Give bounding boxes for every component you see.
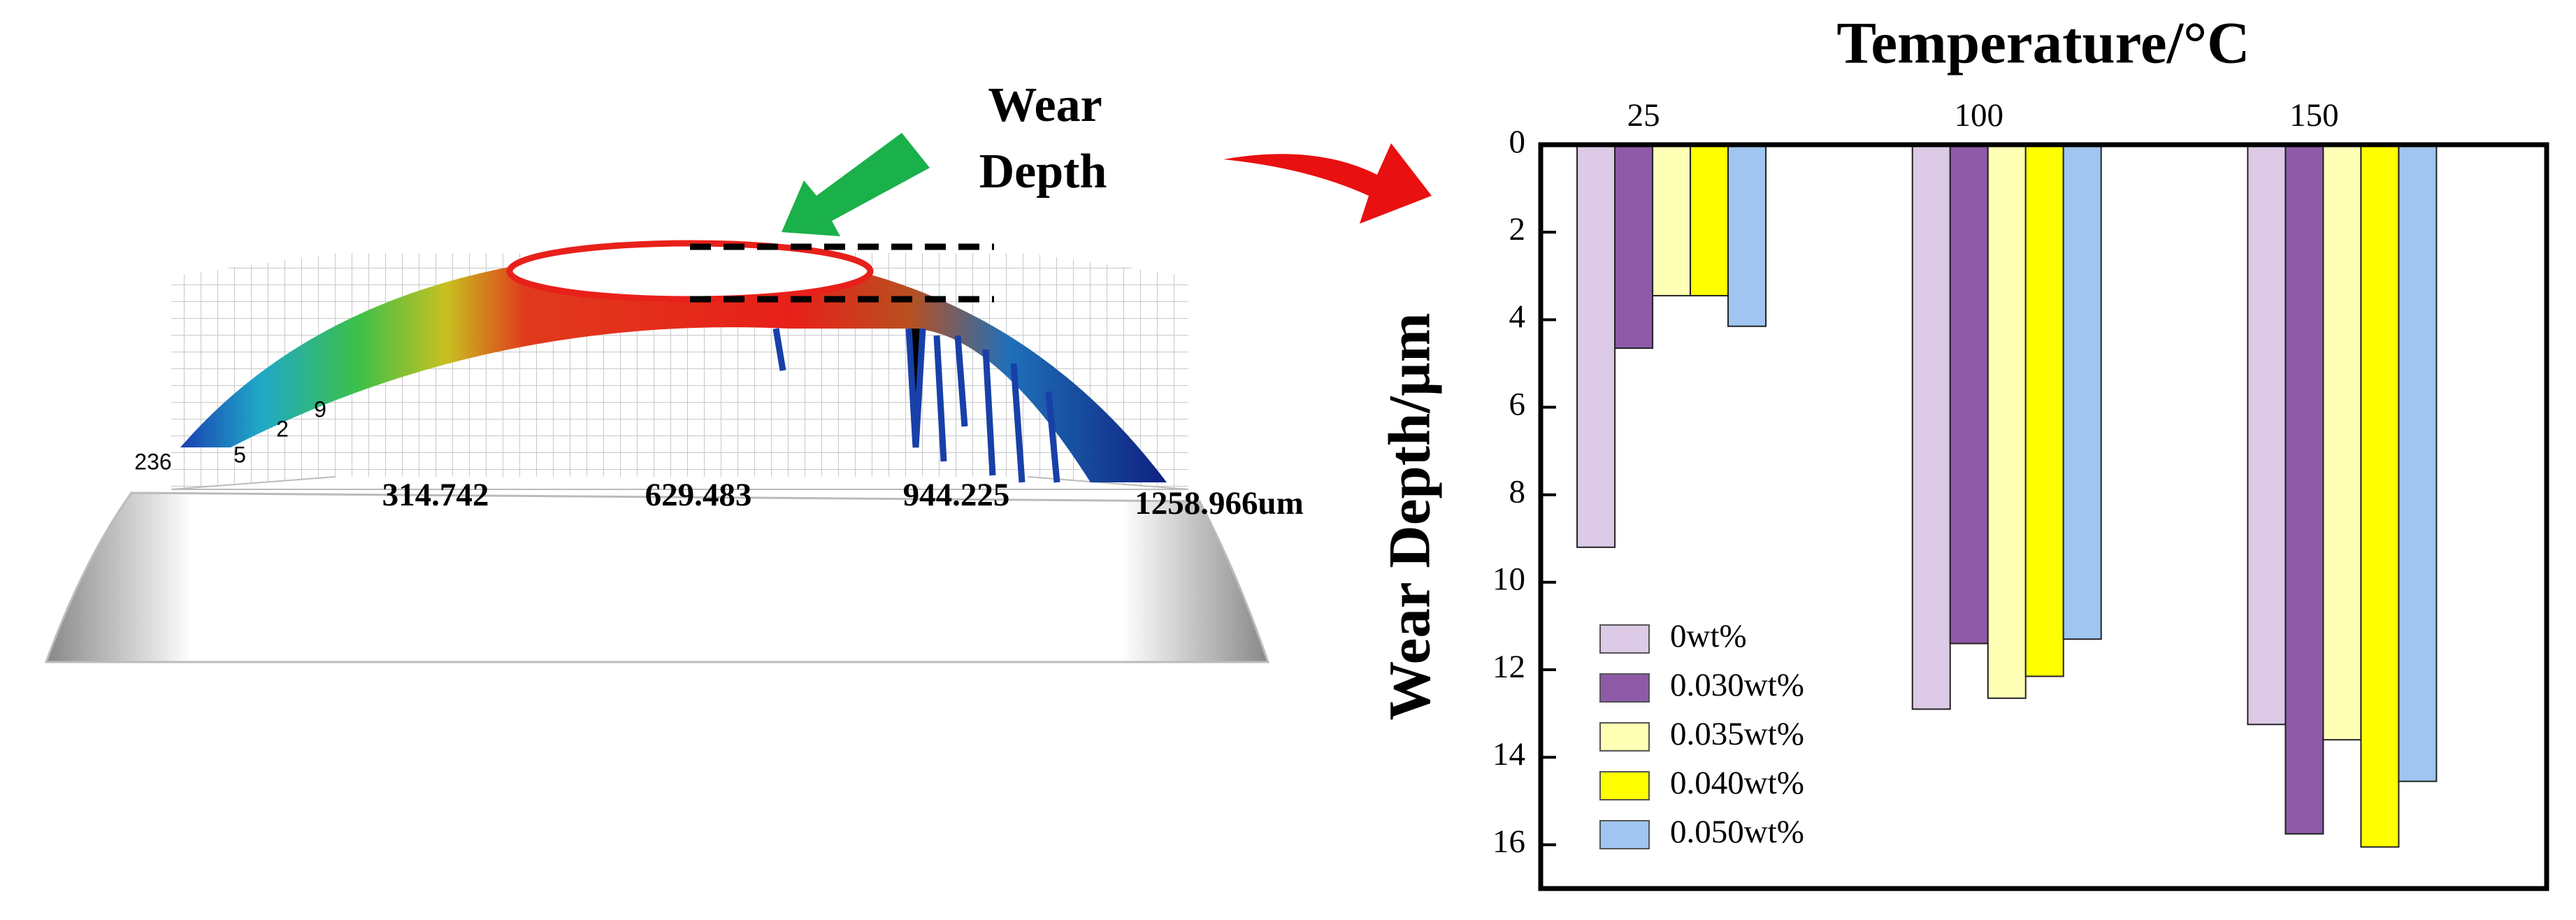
surface-x-label: 629.483	[645, 477, 752, 513]
bar	[1911, 144, 1951, 710]
wear-surface	[180, 250, 1167, 482]
chart-title: Temperature/°C	[1836, 10, 2250, 76]
bar	[1987, 144, 2027, 699]
annotation: Wear	[988, 78, 1102, 132]
annotation: Depth	[979, 145, 1107, 199]
y-tick-label: 14	[1492, 736, 1525, 772]
depth-lines	[690, 243, 994, 303]
bar	[2062, 144, 2102, 640]
y-tick-label: 4	[1509, 299, 1526, 335]
bar	[2360, 144, 2400, 848]
bar	[2024, 144, 2064, 677]
legend-label: 0.050wt%	[1670, 814, 1804, 850]
surface-y-label: 5	[233, 442, 246, 467]
legend-label: 0wt%	[1670, 618, 1747, 654]
bar	[1576, 144, 1616, 548]
legend-swatch	[1599, 624, 1650, 654]
bar	[2322, 144, 2362, 741]
surface-panel: Wear Depth 314.742 629.483 944.225 1258.…	[44, 78, 1432, 663]
green-arrow	[782, 133, 930, 236]
y-tick-label: 8	[1509, 473, 1526, 510]
bar	[2398, 144, 2438, 782]
x-tick-label: 100	[1954, 97, 2003, 134]
y-tick-label: 16	[1492, 824, 1525, 860]
bar	[2284, 144, 2324, 835]
bar	[1652, 144, 1692, 296]
y-tick-label: 0	[1509, 124, 1526, 160]
y-tick-label: 2	[1509, 211, 1526, 247]
y-tick-label: 6	[1509, 386, 1526, 422]
legend-swatch	[1599, 771, 1650, 800]
bar	[1614, 144, 1654, 350]
plot-frame	[1538, 142, 2549, 891]
y-axis-label: Wear Depth/µm	[1377, 312, 1443, 720]
bar	[1727, 144, 1767, 327]
surface-x-label: 1258.966um	[1135, 485, 1304, 522]
x-tick-label: 25	[1627, 97, 1660, 134]
y-tick-label: 12	[1492, 649, 1525, 685]
surface-y-label: 2	[276, 416, 289, 441]
legend-label: 0.035wt%	[1670, 716, 1804, 752]
surface-spikes	[772, 328, 1060, 483]
x-tick-label: 150	[2289, 97, 2339, 134]
surface-y-label: 9	[314, 396, 326, 422]
legend-label: 0.040wt%	[1670, 765, 1804, 801]
base	[44, 491, 1270, 663]
red-arrow	[1223, 143, 1432, 224]
bar	[1949, 144, 1989, 645]
surface-x-label: 314.742	[382, 477, 489, 513]
surface-x-label: 944.225	[903, 477, 1010, 513]
surface-y-label: 236	[134, 449, 171, 474]
y-tick-label: 10	[1492, 561, 1525, 598]
bar	[2247, 144, 2287, 726]
legend-swatch	[1599, 722, 1650, 752]
legend-swatch	[1599, 820, 1650, 849]
legend-label: 0.030wt%	[1670, 667, 1804, 703]
legend-swatch	[1599, 673, 1650, 703]
wear-scar	[506, 240, 874, 303]
bar	[1690, 144, 1729, 296]
